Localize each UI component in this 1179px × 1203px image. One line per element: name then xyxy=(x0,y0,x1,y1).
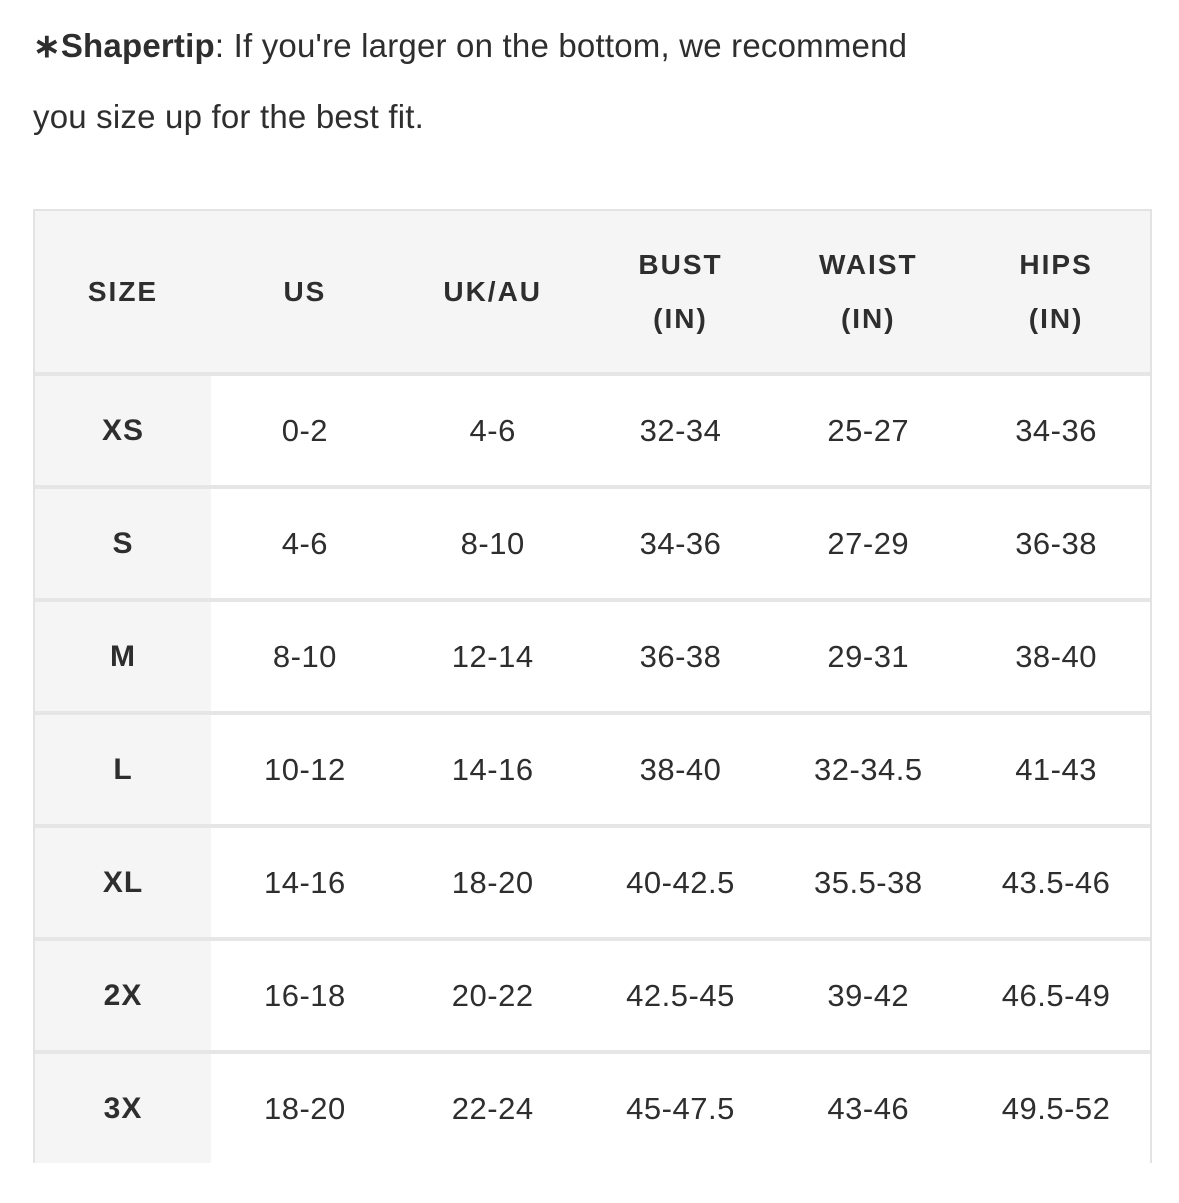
uk-au-cell: 22-24 xyxy=(398,1050,587,1163)
hips-cell: 36-38 xyxy=(962,485,1150,598)
us-cell: 14-16 xyxy=(211,824,399,937)
uk-au-cell: 14-16 xyxy=(398,711,587,824)
uk-au-cell: 18-20 xyxy=(398,824,587,937)
waist-cell: 35.5-38 xyxy=(774,824,963,937)
table-header-row: SIZE US UK/AU BUST (IN) WAIST (IN) HIPS (IN… xyxy=(35,211,1150,372)
us-cell: 18-20 xyxy=(211,1050,399,1163)
us-cell: 8-10 xyxy=(211,598,399,711)
size-cell: S xyxy=(35,485,211,598)
hips-cell: 46.5-49 xyxy=(962,937,1150,1050)
size-cell: M xyxy=(35,598,211,711)
shapertip-text: If you're larger on the bottom, we recom… xyxy=(33,27,908,135)
col-header-label: BUST xyxy=(638,248,723,280)
col-header-label: UK/AU xyxy=(443,275,543,307)
col-header-label: HIPS xyxy=(1019,248,1093,280)
col-header-label: SIZE xyxy=(87,275,159,307)
us-cell: 10-12 xyxy=(211,711,399,824)
us-cell: 4-6 xyxy=(211,485,399,598)
hips-cell: 38-40 xyxy=(962,598,1150,711)
us-cell: 0-2 xyxy=(211,372,399,485)
bust-cell: 38-40 xyxy=(586,711,775,824)
size-cell: 3X xyxy=(35,1050,211,1163)
bust-cell: 40-42.5 xyxy=(586,824,775,937)
col-header-uk-au: UK/AU xyxy=(398,211,587,372)
table-row-m: M 8-10 12-14 36-38 29-31 38-40 xyxy=(35,598,1150,711)
size-cell: XS xyxy=(35,372,211,485)
col-header-sublabel: (IN) xyxy=(1028,302,1084,334)
col-header-sublabel: (IN) xyxy=(653,302,708,334)
size-chart-header: SIZE US UK/AU BUST (IN) WAIST (IN) HIPS (IN… xyxy=(35,211,1150,372)
col-header-label: WAIST xyxy=(818,248,918,280)
us-cell: 16-18 xyxy=(211,937,399,1050)
bust-cell: 36-38 xyxy=(586,598,775,711)
col-header-hips: HIPS (IN) xyxy=(962,211,1150,372)
table-row-2x: 2X 16-18 20-22 42.5-45 39-42 46.5-49 xyxy=(35,937,1150,1050)
hips-cell: 34-36 xyxy=(962,372,1150,485)
size-chart-table: SIZE US UK/AU BUST (IN) WAIST (IN) HIPS (IN… xyxy=(33,209,1152,1163)
bust-cell: 45-47.5 xyxy=(586,1050,775,1163)
shapertip-label: ∗Shapertip xyxy=(33,27,215,64)
shapertip-colon: : xyxy=(214,27,234,64)
bust-cell: 32-34 xyxy=(586,372,775,485)
hips-cell: 41-43 xyxy=(962,711,1150,824)
table-row-xl: XL 14-16 18-20 40-42.5 35.5-38 43.5-46 xyxy=(35,824,1150,937)
waist-cell: 39-42 xyxy=(774,937,963,1050)
col-header-label: US xyxy=(283,275,327,307)
uk-au-cell: 8-10 xyxy=(398,485,587,598)
size-cell: 2X xyxy=(35,937,211,1050)
waist-cell: 32-34.5 xyxy=(774,711,963,824)
bust-cell: 34-36 xyxy=(586,485,775,598)
waist-cell: 29-31 xyxy=(774,598,963,711)
size-cell: L xyxy=(35,711,211,824)
uk-au-cell: 20-22 xyxy=(398,937,587,1050)
hips-cell: 49.5-52 xyxy=(962,1050,1150,1163)
table-row-s: S 4-6 8-10 34-36 27-29 36-38 xyxy=(35,485,1150,598)
table-row-3x: 3X 18-20 22-24 45-47.5 43-46 49.5-52 xyxy=(35,1050,1150,1163)
waist-cell: 25-27 xyxy=(774,372,963,485)
waist-cell: 43-46 xyxy=(774,1050,963,1163)
col-header-us: US xyxy=(211,211,399,372)
hips-cell: 43.5-46 xyxy=(962,824,1150,937)
waist-cell: 27-29 xyxy=(774,485,963,598)
size-cell: XL xyxy=(35,824,211,937)
col-header-bust: BUST (IN) xyxy=(586,211,775,372)
table-row-l: L 10-12 14-16 38-40 32-34.5 41-43 xyxy=(35,711,1150,824)
uk-au-cell: 12-14 xyxy=(398,598,587,711)
col-header-size: SIZE xyxy=(35,211,211,372)
size-chart-body: XS 0-2 4-6 32-34 25-27 34-36 S 4-6 8-10 … xyxy=(35,372,1150,1163)
col-header-sublabel: (IN) xyxy=(840,302,896,334)
uk-au-cell: 4-6 xyxy=(398,372,587,485)
bust-cell: 42.5-45 xyxy=(586,937,775,1050)
table-row-xs: XS 0-2 4-6 32-34 25-27 34-36 xyxy=(35,372,1150,485)
col-header-waist: WAIST (IN) xyxy=(774,211,963,372)
shapertip-note: ∗Shapertip: If you're larger on the bott… xyxy=(33,10,933,152)
